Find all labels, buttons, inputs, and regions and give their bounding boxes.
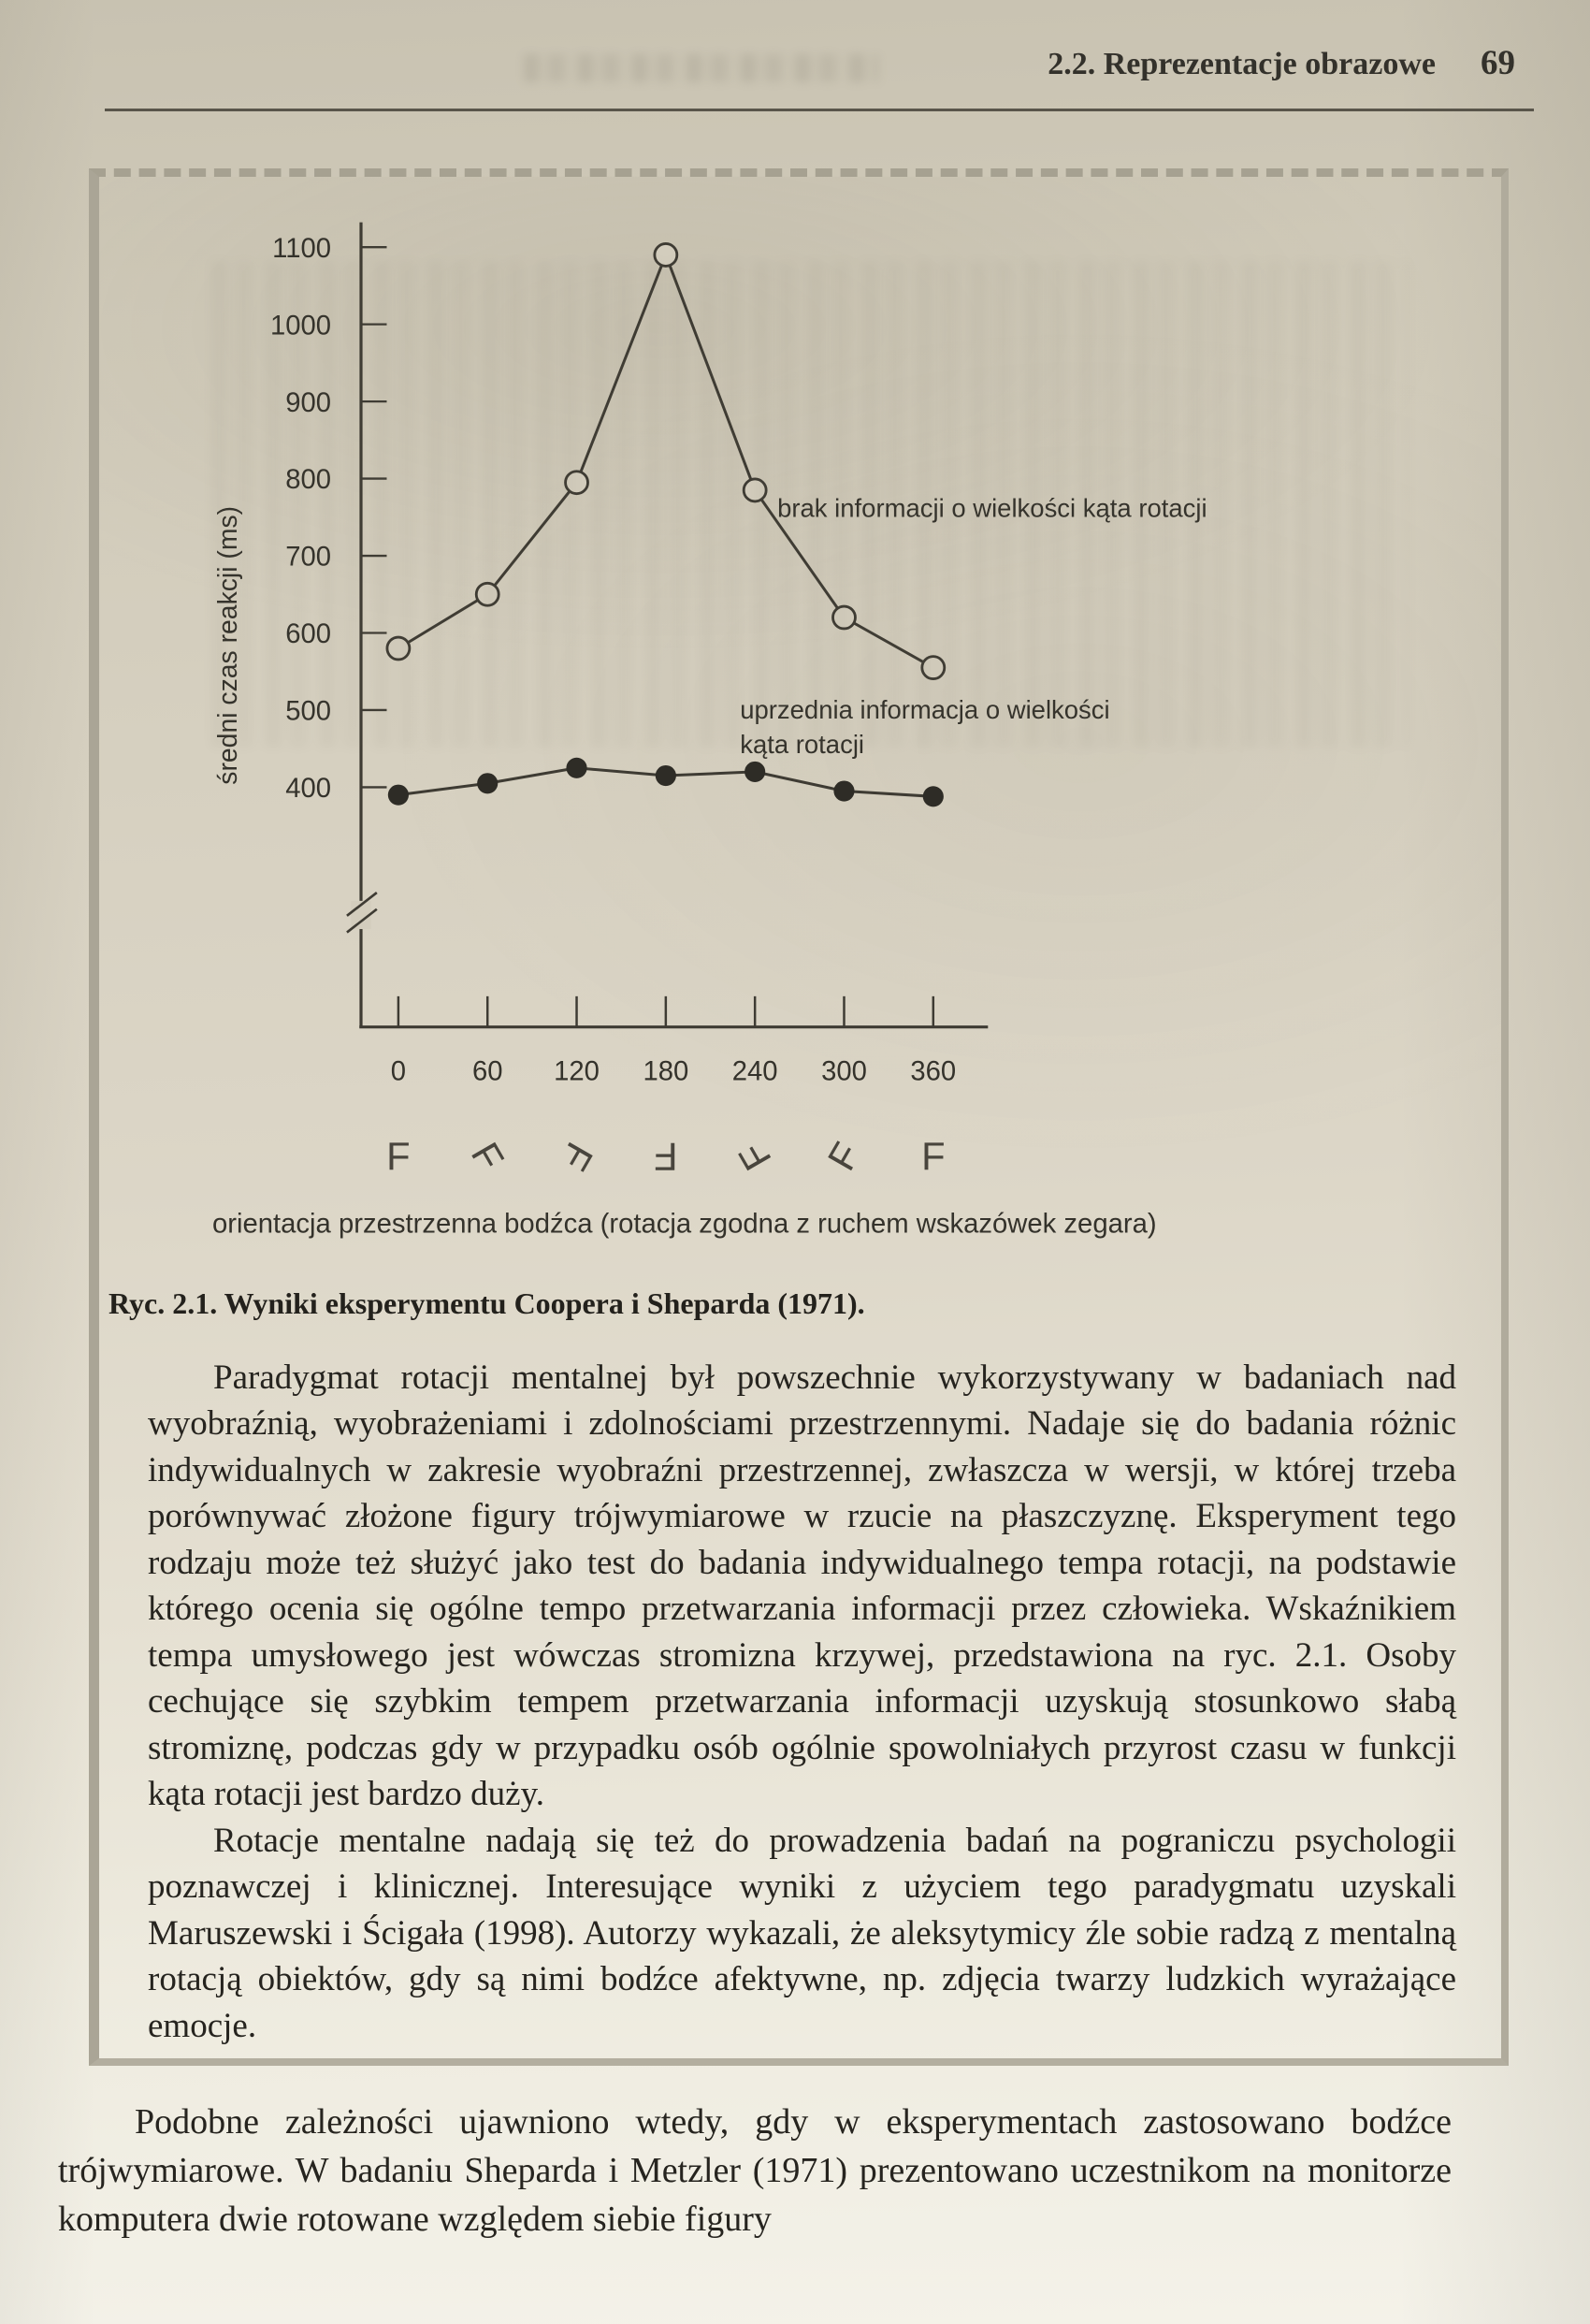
series-line-open-circle (398, 251, 934, 669)
figure-box: 400 500 600 700 800 900 1000 1100 0 F 60 F 120 F 180 F 2… (89, 168, 1509, 2066)
paragraph-clinical-research: Rotacje mentalne nadają się też do prowa… (148, 1821, 1456, 2045)
x-tick-label: 360 (910, 1056, 956, 1086)
x-axis-title: orientacja przestrzenna bodźca (rotacja … (212, 1210, 1157, 1240)
ink-bleed-smudge (524, 54, 879, 82)
y-tick-label: 600 (285, 619, 331, 649)
section-title: 2.2. Reprezentacje obrazowe (1048, 47, 1436, 81)
y-tick-label: 1100 (272, 234, 331, 264)
x-tick-label: 60 (472, 1056, 503, 1086)
rotated-letter-f: F (818, 1135, 868, 1178)
figure-box-text: Paradygmat rotacji mentalnej był powszec… (148, 1355, 1456, 2050)
rotated-letter-f: F (463, 1135, 513, 1178)
y-axis-break-slash (346, 891, 378, 917)
y-tick-label: 400 (285, 774, 331, 804)
data-point-open (742, 477, 768, 503)
data-point-filled (744, 761, 766, 783)
data-point-filled (922, 786, 944, 807)
closing-paragraph-wrap: Podobne zależności ujawniono wtedy, gdy … (58, 2098, 1452, 2244)
x-tick-label: 120 (554, 1056, 600, 1086)
page-header: 2.2. Reprezentacje obrazowe 69 (1048, 43, 1515, 83)
data-point-filled (566, 757, 587, 778)
chart-area: 400 500 600 700 800 900 1000 1100 0 F 60 F 120 F 180 F 2… (112, 197, 1501, 1268)
paragraph-three-dimensional-stimuli: Podobne zależności ujawniono wtedy, gdy … (58, 2102, 1452, 2239)
x-tick-label: 180 (643, 1056, 688, 1086)
data-point-filled (387, 784, 409, 806)
data-point-open (831, 604, 857, 631)
data-point-open (474, 581, 500, 607)
series-annotation: kąta rotacji (740, 730, 864, 759)
y-tick-label: 700 (285, 543, 331, 573)
data-point-open (564, 470, 589, 496)
rotated-letter-f: F (552, 1135, 601, 1178)
y-tick-label: 500 (285, 697, 331, 727)
y-axis-break-slash (346, 908, 378, 934)
rotation-chart: 400 500 600 700 800 900 1000 1100 0 F 60 F 120 F 180 F 2… (212, 222, 1207, 1240)
x-tick-label: 300 (821, 1056, 867, 1086)
data-point-filled (477, 773, 499, 794)
rotated-letter-f: F (921, 1134, 945, 1178)
y-axis-title: średni czas reakcji (ms) (213, 506, 243, 785)
data-point-open (385, 635, 412, 661)
x-tick-label: 240 (732, 1056, 778, 1086)
rotated-letter-f: F (730, 1135, 779, 1178)
rotated-letter-f: F (386, 1134, 410, 1178)
header-rule (105, 109, 1534, 111)
series-annotation: uprzednia informacja o wielkości (740, 695, 1109, 724)
series-annotation: brak informacji o wielkości kąta rotacji (777, 493, 1207, 522)
data-point-open (920, 655, 947, 680)
x-tick-label: 0 (391, 1056, 406, 1086)
paragraph-mental-rotation-paradigm: Paradygmat rotacji mentalnej był powszec… (148, 1358, 1456, 1814)
y-tick-label: 900 (285, 388, 331, 418)
data-point-filled (655, 764, 676, 787)
figure-caption: Ryc. 2.1. Wyniki eksperymentu Coopera i … (108, 1285, 865, 1320)
page-number: 69 (1481, 44, 1515, 82)
data-point-filled (833, 780, 855, 802)
data-point-open (653, 242, 679, 268)
rotated-letter-f: F (654, 1135, 677, 1179)
y-tick-label: 1000 (270, 311, 331, 341)
y-tick-label: 800 (285, 465, 331, 495)
